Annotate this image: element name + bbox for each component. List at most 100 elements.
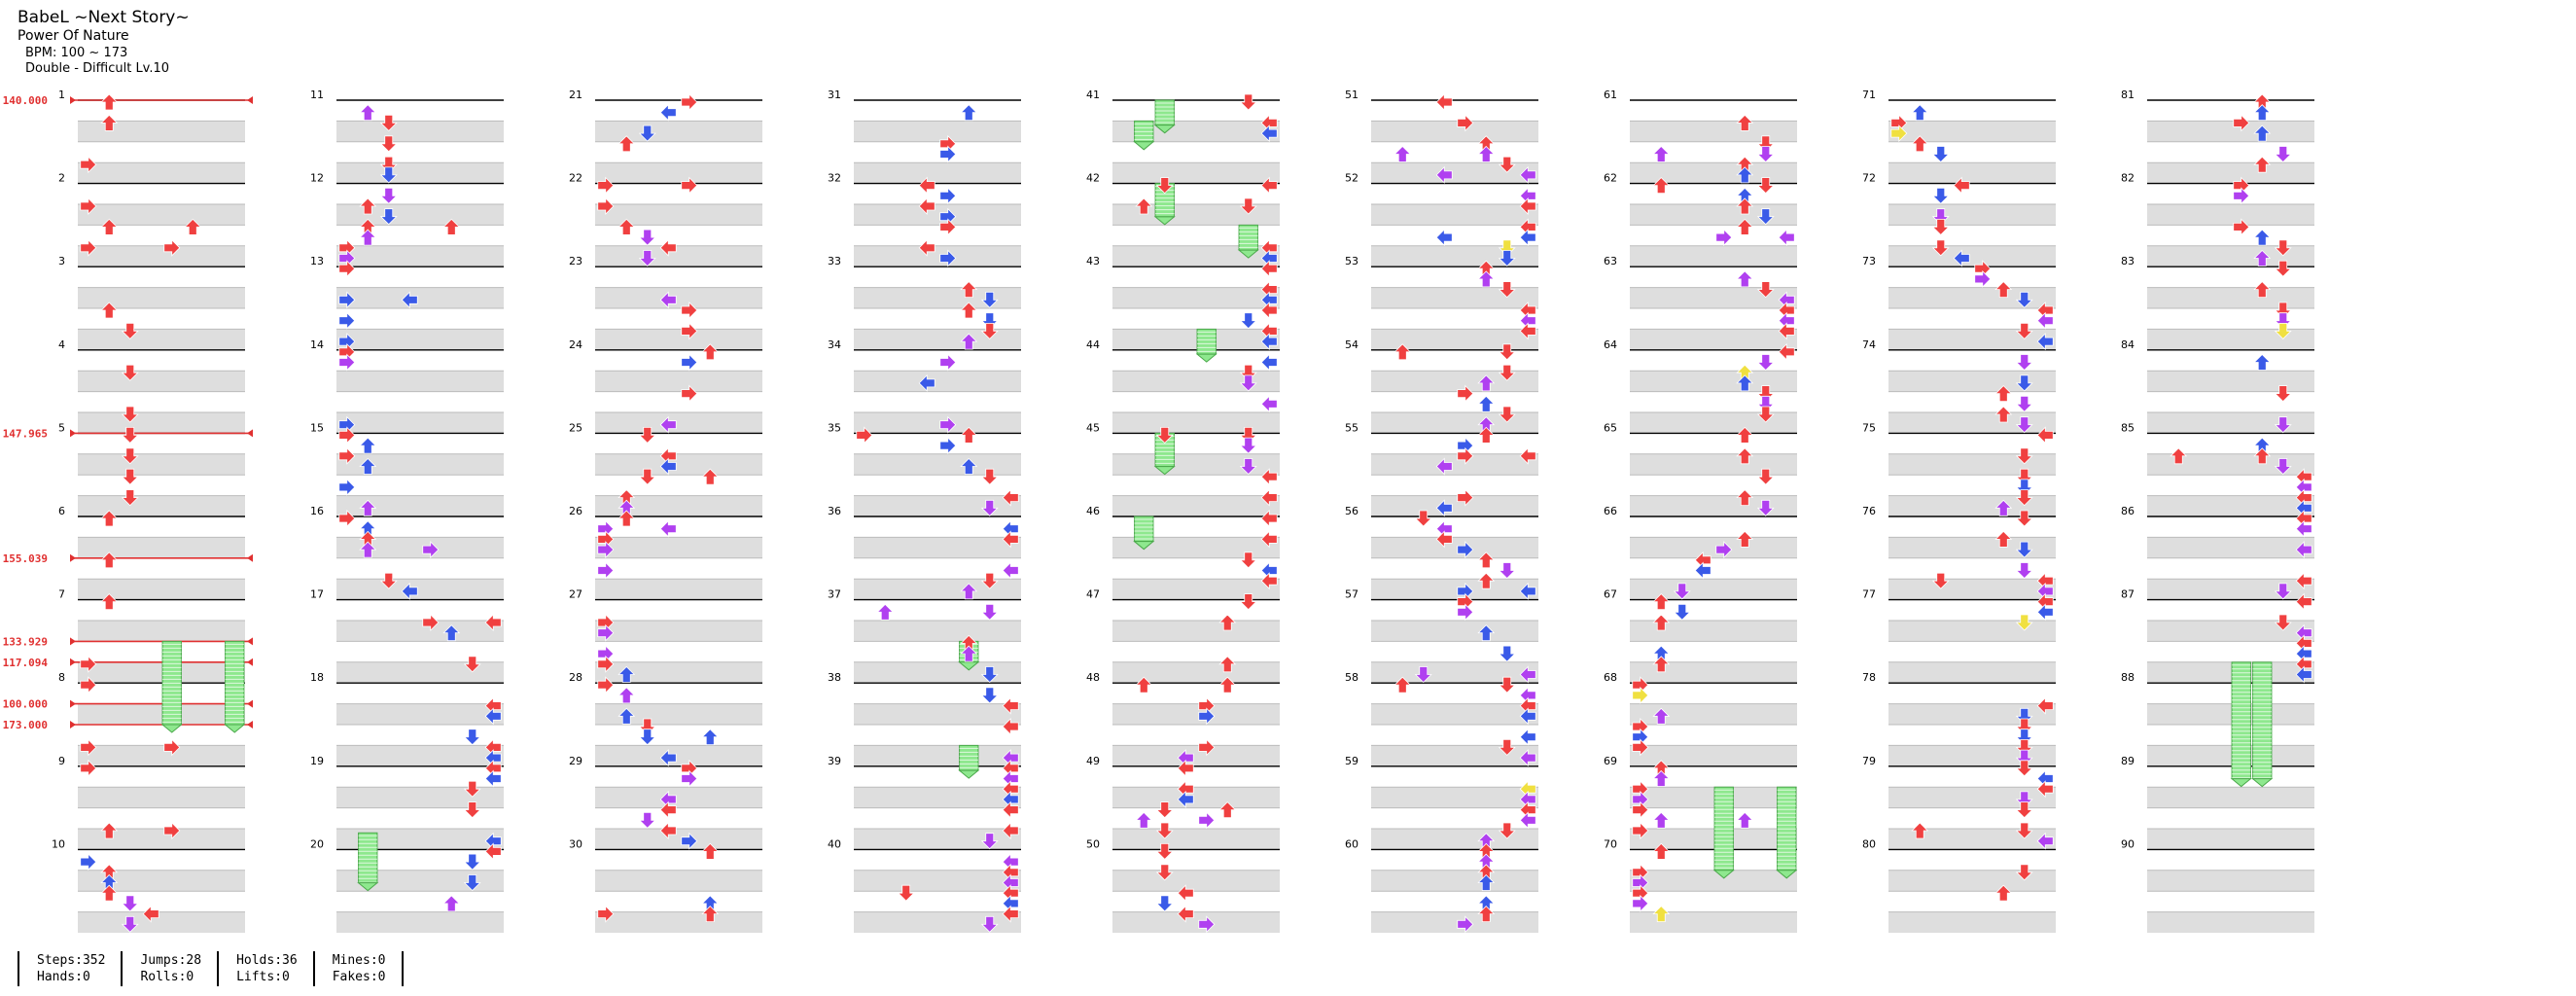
measure-number: 49 xyxy=(1086,755,1100,767)
measure-band xyxy=(336,121,504,142)
measure-band xyxy=(1888,245,2056,267)
arrow-up xyxy=(121,447,139,465)
arrow-shape xyxy=(597,176,615,195)
arrow-shape xyxy=(1778,342,1795,361)
arrow-shape xyxy=(1498,676,1516,694)
measure-band xyxy=(1888,204,2056,226)
arrow-shape xyxy=(1736,374,1754,392)
measure-band xyxy=(854,162,1021,184)
arrow-shape xyxy=(1198,707,1216,726)
measure-band xyxy=(2147,787,2314,808)
arrow-right xyxy=(1519,707,1536,726)
chart-difficulty: Double - Difficult Lv.10 xyxy=(25,61,170,76)
arrow-shape xyxy=(980,666,999,684)
measure-73: 73 xyxy=(1862,255,2056,350)
arrow-shape xyxy=(701,842,720,860)
measure-band xyxy=(78,745,245,766)
arrow-shape xyxy=(338,291,356,309)
arrow-shape xyxy=(442,624,461,642)
arrow-down xyxy=(1911,822,1929,839)
measure-6: 6 xyxy=(58,505,245,600)
measure-88: 88 xyxy=(2121,671,2314,766)
arrow-shape xyxy=(638,468,656,485)
arrow-left xyxy=(939,218,957,236)
arrow-right xyxy=(1002,718,1019,735)
arrow-shape xyxy=(1239,312,1257,330)
arrow-down xyxy=(2253,156,2272,173)
arrow-shape xyxy=(597,623,615,642)
measure-band xyxy=(595,579,762,600)
measure-band xyxy=(2147,870,2314,892)
measure-band xyxy=(2147,162,2314,184)
measure-number: 40 xyxy=(828,837,841,850)
measure-9: 9 xyxy=(58,755,245,850)
arrow-up xyxy=(1498,343,1516,361)
arrow-left xyxy=(2233,218,2250,236)
arrow-left xyxy=(1632,894,1649,912)
arrow-down xyxy=(1218,801,1237,818)
arrow-shape xyxy=(2233,218,2250,236)
measure-51: 51 xyxy=(1345,89,1538,184)
arrow-up xyxy=(980,915,999,933)
arrow-up xyxy=(121,364,139,381)
arrow-shape xyxy=(100,884,119,902)
arrow-shape xyxy=(1519,197,1536,215)
arrow-up xyxy=(1155,177,1174,195)
arrow-left xyxy=(1632,822,1649,839)
arrow-up xyxy=(1931,146,1950,163)
mines-count: Mines:0 xyxy=(332,953,386,968)
arrow-shape xyxy=(80,759,97,777)
arrow-left xyxy=(681,769,698,788)
measure-band xyxy=(1630,412,1797,434)
measure-number: 64 xyxy=(1604,338,1617,351)
measure-number: 88 xyxy=(2121,671,2135,684)
arrow-shape xyxy=(1155,426,1174,444)
arrow-up xyxy=(2015,395,2033,412)
arrow-shape xyxy=(1519,749,1536,767)
arrow-shape xyxy=(1756,177,1775,195)
measure-number: 32 xyxy=(828,172,841,185)
arrow-up xyxy=(1155,864,1174,881)
arrow-down xyxy=(1736,197,1754,215)
measure-number: 14 xyxy=(310,338,324,351)
measure-number: 66 xyxy=(1604,505,1617,517)
measure-34: 34 xyxy=(828,338,1021,434)
measure-band xyxy=(1112,829,1280,850)
arrow-shape xyxy=(681,384,698,403)
arrow-left xyxy=(856,426,873,445)
arrow-left xyxy=(1198,707,1216,726)
measure-number: 86 xyxy=(2121,505,2135,517)
arrow-right xyxy=(1002,488,1019,507)
measure-number: 39 xyxy=(828,755,841,767)
measure-number: 29 xyxy=(569,755,582,767)
arrow-right xyxy=(1953,249,1970,267)
measure-band xyxy=(78,870,245,892)
measure-63: 63 xyxy=(1604,255,1797,350)
arrow-down xyxy=(618,665,636,683)
measure-number: 13 xyxy=(310,255,324,267)
hold-body xyxy=(358,832,378,884)
measure-27: 27 xyxy=(569,588,762,684)
arrow-down xyxy=(1994,385,2013,403)
arrow-shape xyxy=(80,676,97,694)
measure-80: 80 xyxy=(1862,837,2056,933)
arrow-shape xyxy=(484,614,502,631)
arrow-up xyxy=(463,853,481,871)
measure-number: 53 xyxy=(1345,255,1359,267)
measure-band xyxy=(336,371,504,392)
arrow-up xyxy=(379,115,398,131)
measure-band xyxy=(1371,661,1538,684)
measure-65: 65 xyxy=(1604,421,1797,516)
arrow-down xyxy=(359,104,377,122)
measure-number: 18 xyxy=(310,671,324,684)
arrow-shape xyxy=(1931,218,1950,235)
arrow-shape xyxy=(163,738,181,757)
arrow-down xyxy=(359,229,377,246)
arrow-up xyxy=(1498,364,1516,381)
measure-band xyxy=(2147,661,2314,684)
measure-11: 11 xyxy=(310,89,504,184)
arrow-shape xyxy=(1218,676,1237,694)
bpm-value: 147.965 xyxy=(3,427,48,440)
measure-number: 57 xyxy=(1345,588,1359,601)
arrow-up xyxy=(2015,864,2033,881)
